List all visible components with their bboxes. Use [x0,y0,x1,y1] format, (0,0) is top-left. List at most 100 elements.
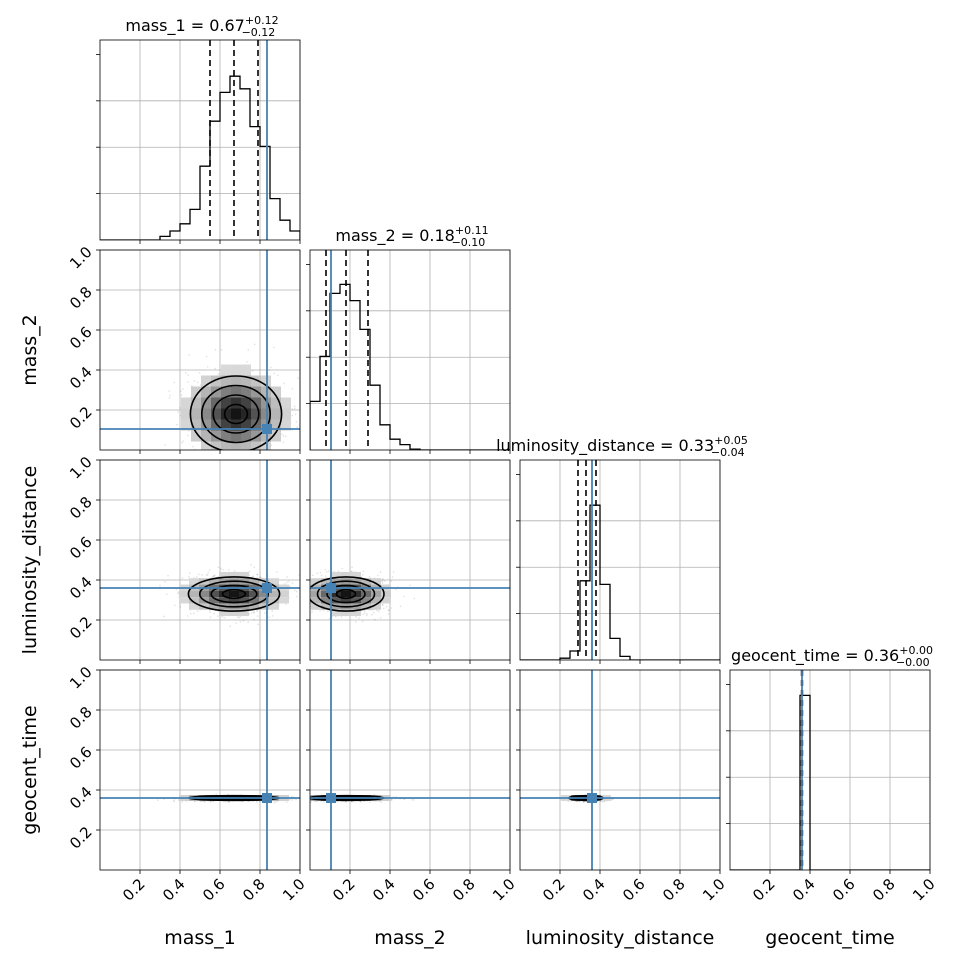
panel-title-geocent-time: geocent_time = 0.36+0.00 −0.00 [731,644,933,669]
title-upper-error: +0.00 [899,644,933,657]
x-tick-label: 0.6 [619,875,649,905]
histogram-luminosity-distance [520,504,720,660]
x-tick-label: 0.6 [829,875,859,905]
y-tick-label: 0.4 [66,363,96,393]
density-blocks [310,571,391,617]
marginal-panel-mass-2: mass_2 = 0.18+0.11 −0.10 [306,224,511,454]
panel-title-mass-1: mass_1 = 0.67+0.12 −0.12 [125,14,278,39]
panel-title-luminosity-distance: luminosity_distance = 0.33+0.05 −0.04 [496,434,748,459]
joint-panel-mass-2-vs-geocent-time [306,669,511,874]
x-tick-label: 1.0 [489,875,519,905]
y-tick-label: 0.6 [66,533,96,563]
histogram-geocent-time [730,694,930,870]
contour-level-3 [201,384,272,444]
contour-level-1 [221,588,247,600]
y-tick-label: 0.2 [66,613,96,643]
x-tick-label: 0.8 [239,875,269,905]
panel-frame [519,669,721,871]
title-upper-error: +0.11 [455,224,489,237]
truth-marker [326,583,336,593]
panel-title-mass-2: mass_2 = 0.18+0.11 −0.10 [335,224,488,249]
histogram-mass-2 [310,283,510,450]
x-axis-label-mass-1: mass_1 [164,927,236,949]
title-upper-error: +0.05 [714,434,748,447]
contour-level-4 [189,375,283,450]
x-tick-label: 0.4 [579,875,609,905]
truth-marker [262,424,272,434]
x-axis-label-mass-2: mass_2 [374,927,446,949]
y-axis-label-mass-2: mass_2 [19,314,41,386]
x-tick-label: 0.8 [449,875,479,905]
y-axis-label-luminosity-distance: luminosity_distance [19,466,41,655]
x-tick-label: 1.0 [909,875,939,905]
panel-frame [309,669,511,871]
x-tick-label: 1.0 [279,875,309,905]
contour-level-4 [187,576,281,612]
joint-panel-mass-1-vs-geocent-time [96,669,301,874]
y-tick-label: 0.4 [66,783,96,813]
joint-panel-luminosity-distance-vs-geocent-time [516,669,721,874]
joint-panel-mass-1-vs-mass-2 [96,249,301,454]
x-tick-label: 0.8 [869,875,899,905]
panel-frame [309,459,511,661]
y-tick-label: 0.8 [66,283,96,313]
marginal-panel-geocent-time: geocent_time = 0.36+0.00 −0.00 [726,644,933,874]
x-tick-label: 0.2 [329,875,359,905]
panel-frame [99,39,301,241]
y-tick-label: 0.8 [66,493,96,523]
x-tick-label: 0.6 [409,875,439,905]
truth-marker [262,793,272,803]
joint-panel-mass-1-vs-luminosity-distance [96,459,301,664]
marginal-panel-luminosity-distance: luminosity_distance = 0.33+0.05 −0.04 [496,434,748,664]
x-axis-label-geocent-time: geocent_time [765,927,894,949]
title-upper-error: +0.12 [245,14,279,27]
x-tick-label: 0.2 [539,875,569,905]
x-tick-label: 0.6 [199,875,229,905]
x-axis-label-luminosity-distance: luminosity_distance [526,927,715,949]
contour-level-4 [310,576,385,612]
y-tick-label: 0.6 [66,323,96,353]
x-tick-label: 0.4 [369,875,399,905]
density-blocks [179,571,289,617]
histogram-mass-1 [100,75,300,240]
x-tick-label: 0.4 [789,875,819,905]
y-tick-label: 0.8 [66,703,96,733]
panel-frame [729,669,931,871]
contour-level-2 [212,394,260,434]
x-tick-label: 0.4 [159,875,189,905]
y-tick-label: 0.2 [66,403,96,433]
truth-marker [587,793,597,803]
y-axis-label-geocent-time: geocent_time [19,705,41,834]
y-tick-label: 0.6 [66,743,96,773]
truth-marker [326,793,336,803]
panel-frame [99,459,301,661]
panel-frame [519,459,721,661]
title-lower-error: −0.10 [452,236,486,249]
contour-level-2 [326,584,366,604]
y-tick-label: 1.0 [66,243,96,273]
contour-level-3 [316,580,376,608]
y-tick-label: 0.4 [66,573,96,603]
contour-level-3 [199,580,270,608]
x-tick-label: 0.2 [119,875,149,905]
contour-level-2 [210,584,258,604]
contour-level-1 [335,588,357,600]
title-lower-error: −0.04 [711,446,745,459]
y-tick-label: 0.2 [66,823,96,853]
x-tick-label: 0.2 [749,875,779,905]
x-tick-label: 0.8 [659,875,689,905]
joint-panel-mass-2-vs-luminosity-distance [306,459,511,664]
density-blocks [181,364,291,450]
panel-frame [309,249,511,451]
x-tick-label: 1.0 [699,875,729,905]
truth-marker [262,583,272,593]
contour-level-1 [223,403,249,425]
y-tick-label: 1.0 [66,663,96,693]
title-lower-error: −0.12 [242,26,276,39]
panel-frame [99,669,301,871]
marginal-panel-mass-1: mass_1 = 0.67+0.12 −0.12 [96,14,301,244]
y-tick-label: 1.0 [66,453,96,483]
panel-frame [99,249,301,451]
title-lower-error: −0.00 [896,656,930,669]
